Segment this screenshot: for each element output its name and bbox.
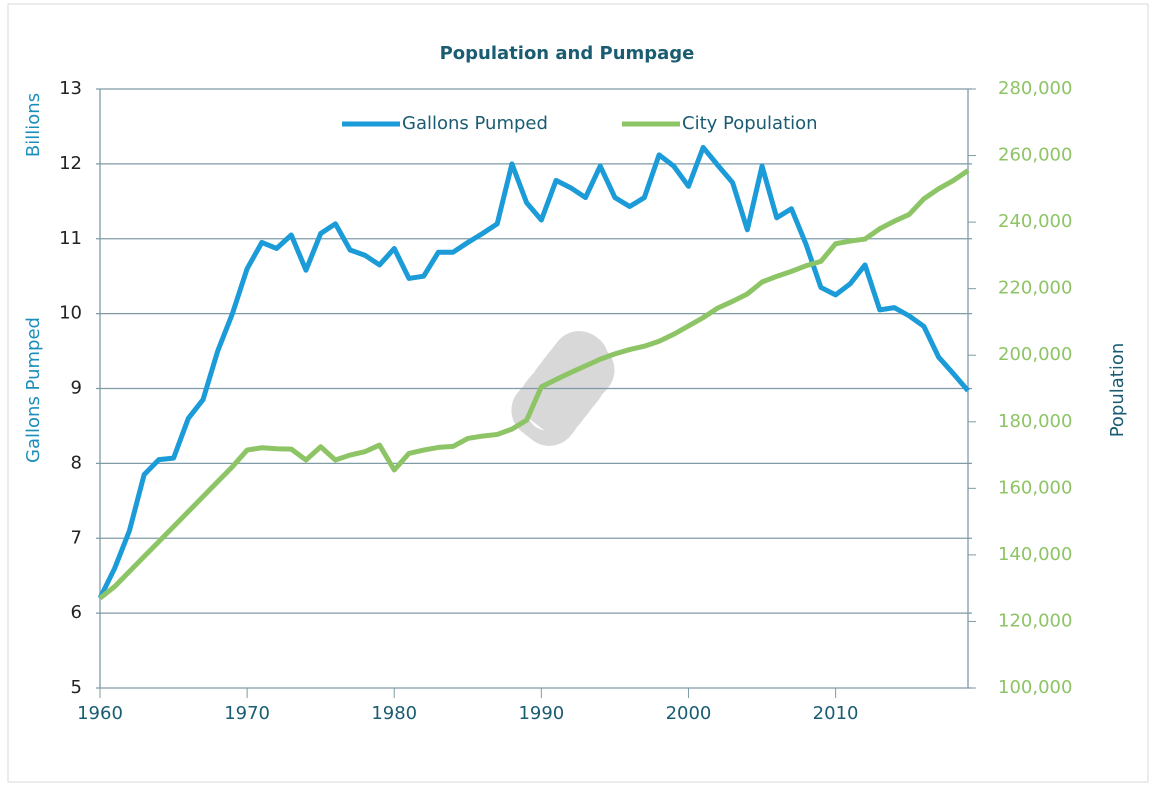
y2-tick-label: 180,000 — [998, 411, 1072, 432]
y2-tick-label: 280,000 — [998, 78, 1072, 99]
y2-axis-title: Population — [1107, 343, 1128, 438]
y-tick-label: 5 — [71, 677, 82, 698]
y2-tick-label: 200,000 — [998, 344, 1072, 365]
data-line — [97, 144, 970, 600]
y-tick-label: 12 — [59, 153, 82, 174]
y2-tick-label: 120,000 — [998, 610, 1072, 631]
x-tick-label: 1970 — [224, 703, 270, 724]
y-tick-label: 13 — [59, 78, 82, 99]
y-tick-label: 11 — [59, 228, 82, 249]
chart-title: Population and Pumpage — [440, 43, 695, 64]
x-tick-label: 1990 — [518, 703, 564, 724]
y-unit-label: Billions — [23, 93, 44, 157]
x-tick-label: 2010 — [813, 703, 859, 724]
chart-frame — [7, 3, 1149, 783]
y2-tick-label: 240,000 — [998, 211, 1072, 232]
y2-tick-label: 100,000 — [998, 677, 1072, 698]
y-tick-label: 10 — [59, 303, 82, 324]
legend-label: City Population — [682, 113, 818, 134]
y2-tick-label: 160,000 — [998, 477, 1072, 498]
y-tick-label: 8 — [71, 452, 82, 473]
y2-tick-label: 140,000 — [998, 544, 1072, 565]
y-tick-label: 6 — [71, 602, 82, 623]
y-axis-title: Gallons Pumped — [23, 317, 44, 463]
data-line — [98, 168, 970, 601]
legend-label: Gallons Pumped — [402, 113, 548, 134]
x-tick-label: 2000 — [666, 703, 712, 724]
y2-tick-label: 220,000 — [998, 278, 1072, 299]
x-tick-label: 1980 — [371, 703, 417, 724]
y2-tick-label: 260,000 — [998, 145, 1072, 166]
x-tick-label: 1960 — [77, 703, 123, 724]
y-tick-label: 7 — [71, 527, 82, 548]
y-tick-label: 9 — [71, 378, 82, 399]
